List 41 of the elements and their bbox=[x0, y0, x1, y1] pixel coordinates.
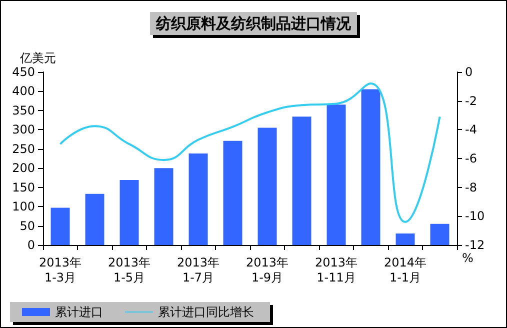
y2-tick-label: -10 bbox=[465, 209, 485, 224]
bar bbox=[50, 208, 70, 245]
bar bbox=[396, 233, 415, 245]
y2-tick-label: -2 bbox=[465, 94, 477, 108]
x-tick-label: 2013年 1-5月 bbox=[108, 256, 151, 284]
bar bbox=[258, 128, 277, 245]
y2-tick-label: -12 bbox=[465, 238, 485, 252]
x-tick-label: 2013年 1-11月 bbox=[314, 256, 358, 284]
x-tick-label: 2013年 1-9月 bbox=[246, 256, 289, 284]
y-tick-label: 300 bbox=[12, 122, 35, 137]
chart-title: 纺织原料及纺织制品进口情况 bbox=[155, 14, 352, 32]
y-tick-label: 50 bbox=[20, 218, 35, 233]
bar bbox=[326, 104, 346, 245]
x-tick-label: 2013年 1-7月 bbox=[176, 256, 220, 284]
y-tick-label: 100 bbox=[12, 200, 35, 214]
y2-tick-label: -6 bbox=[465, 152, 477, 166]
legend-label: 累计进口 bbox=[55, 305, 103, 319]
y2-axis-title: % bbox=[462, 251, 474, 265]
bar bbox=[430, 224, 450, 245]
y-tick-label: 250 bbox=[12, 142, 35, 156]
bar bbox=[85, 194, 104, 245]
y-tick-label: 400 bbox=[12, 84, 35, 98]
bar bbox=[223, 140, 242, 245]
bar bbox=[188, 154, 208, 245]
x-tick-label: 2013年 1-3月 bbox=[38, 256, 82, 284]
y-tick-label: 200 bbox=[12, 161, 35, 176]
y2-tick-label: 0 bbox=[465, 65, 473, 79]
y2-tick-label: -8 bbox=[465, 180, 477, 194]
y-tick-label: 450 bbox=[12, 65, 35, 79]
bar bbox=[292, 116, 312, 245]
y-axis-title: 亿美元 bbox=[19, 51, 56, 65]
y-tick-label: 0 bbox=[27, 238, 35, 252]
line-series bbox=[59, 82, 441, 223]
y2-tick-label: -4 bbox=[465, 122, 477, 137]
legend-label: 累计进口同比增长 bbox=[158, 305, 254, 319]
x-tick-label: 2014年 1-1月 bbox=[384, 256, 427, 284]
bar bbox=[154, 168, 174, 245]
bar bbox=[361, 89, 380, 245]
y-tick-label: 150 bbox=[12, 180, 35, 194]
bar bbox=[120, 180, 139, 245]
y-tick-label: 350 bbox=[12, 103, 35, 118]
